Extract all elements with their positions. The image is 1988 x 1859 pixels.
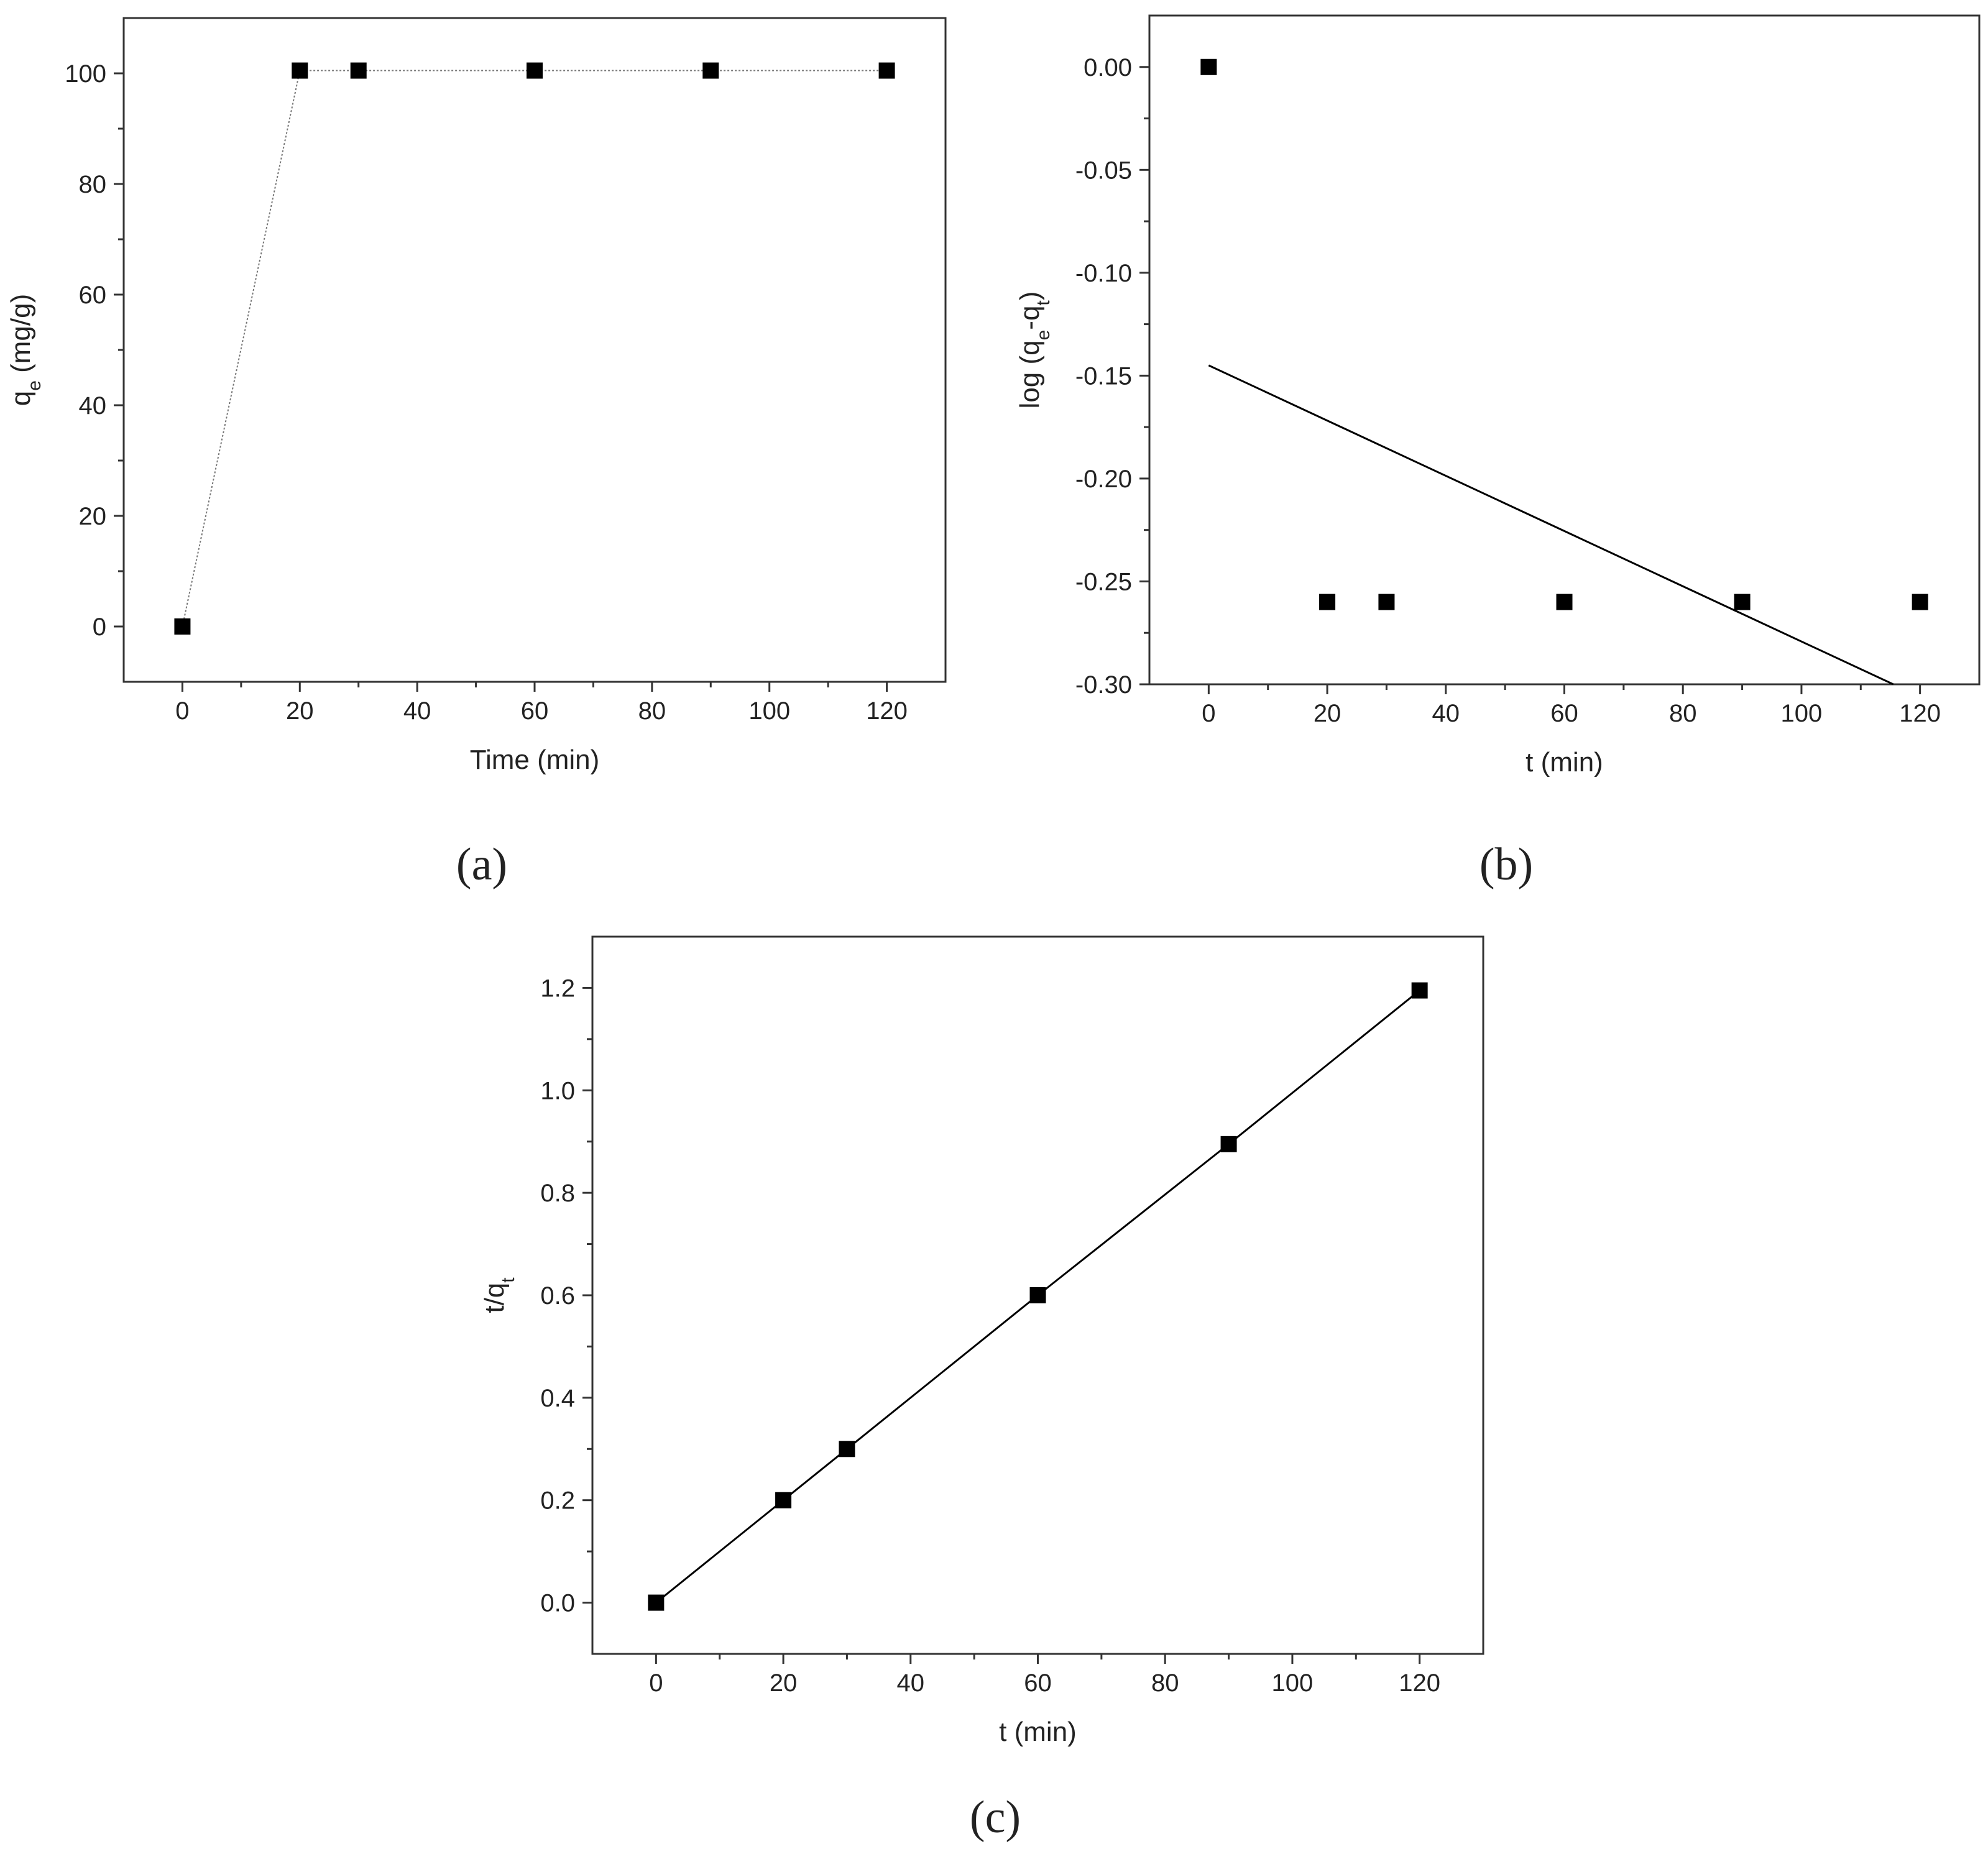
y-tick-label: -0.10 bbox=[1075, 260, 1132, 287]
y-tick-label: 0.2 bbox=[540, 1487, 575, 1515]
y-tick-label: -0.15 bbox=[1075, 362, 1132, 390]
marker bbox=[1378, 594, 1395, 610]
x-tick-label: 60 bbox=[1024, 1669, 1052, 1697]
y-tick-label: 20 bbox=[79, 503, 107, 530]
y-tick-label: -0.25 bbox=[1075, 568, 1132, 595]
x-tick-label: 80 bbox=[1151, 1669, 1179, 1697]
panel: 0 20 40 60 80 100 120 0.00 -0.05 -0.10 -0.15 -0.20 -… bbox=[1015, 14, 1981, 890]
y-axis-label-subscript: e bbox=[1033, 330, 1054, 341]
y-tick-label: 0.6 bbox=[540, 1282, 575, 1310]
x-tick-label: 0 bbox=[175, 697, 189, 725]
x-tick-label: 120 bbox=[1399, 1669, 1440, 1697]
y-axis-label-part: q bbox=[6, 391, 36, 406]
marker bbox=[1734, 594, 1751, 610]
y-axis-label: log (qe-qt) bbox=[1015, 291, 1054, 409]
marker bbox=[350, 62, 367, 79]
y-axis-label-part: -q bbox=[1015, 306, 1045, 330]
y-tick-label: 60 bbox=[79, 282, 107, 309]
marker bbox=[174, 618, 191, 635]
panel: 0 20 40 60 80 100 120 0 20 40 60 80 100 Time (min) qe … bbox=[6, 17, 947, 890]
marker bbox=[1220, 1136, 1237, 1152]
y-tick-label: 0.0 bbox=[540, 1590, 575, 1617]
marker bbox=[878, 62, 895, 79]
x-tick-label: 20 bbox=[1314, 700, 1341, 727]
y-axis-label-subscript: t bbox=[1033, 300, 1054, 306]
x-tick-label: 60 bbox=[521, 697, 549, 725]
marker bbox=[1912, 594, 1928, 610]
x-tick-label: 80 bbox=[1669, 700, 1697, 727]
x-tick-label: 100 bbox=[748, 697, 790, 725]
y-axis-label-subscript: e bbox=[24, 380, 45, 391]
series-line bbox=[182, 70, 887, 627]
panel-caption: (c) bbox=[970, 1792, 1021, 1843]
marker bbox=[702, 62, 719, 79]
y-tick-label: 80 bbox=[79, 171, 107, 198]
x-tick-label: 20 bbox=[286, 697, 314, 725]
marker bbox=[1200, 58, 1217, 75]
y-tick-label: -0.05 bbox=[1075, 157, 1132, 184]
marker bbox=[648, 1594, 665, 1611]
x-tick-label: 40 bbox=[897, 1669, 925, 1697]
y-axis-label-subscript: t bbox=[498, 1277, 518, 1283]
marker bbox=[1556, 594, 1573, 610]
panel-caption: (b) bbox=[1479, 839, 1533, 890]
y-tick-label: 0.00 bbox=[1084, 54, 1132, 81]
y-tick-label: 0.8 bbox=[540, 1180, 575, 1207]
marker bbox=[1029, 1287, 1046, 1303]
y-tick-label: 1.0 bbox=[540, 1077, 575, 1104]
y-axis-label-part: t/q bbox=[479, 1283, 510, 1313]
y-tick-label: 100 bbox=[65, 60, 106, 88]
x-tick-label: 0 bbox=[649, 1669, 663, 1697]
y-axis-label: qe (mg/g) bbox=[6, 294, 45, 406]
y-tick-label: 1.2 bbox=[540, 975, 575, 1002]
x-axis-label: Time (min) bbox=[470, 745, 600, 775]
y-tick-label: 0.4 bbox=[540, 1385, 575, 1412]
x-tick-label: 20 bbox=[770, 1669, 798, 1697]
y-tick-label: 0 bbox=[93, 613, 106, 641]
panel-caption: (a) bbox=[456, 839, 507, 890]
series-line bbox=[1208, 364, 1894, 686]
marker bbox=[1411, 982, 1428, 999]
marker bbox=[1319, 594, 1336, 610]
y-axis-label-part: ) bbox=[1015, 291, 1045, 301]
x-axis-label: t (min) bbox=[1526, 747, 1603, 778]
y-axis-label-part: log (q bbox=[1015, 340, 1045, 408]
x-tick-label: 100 bbox=[1272, 1669, 1314, 1697]
marker bbox=[775, 1492, 792, 1508]
x-tick-label: 40 bbox=[403, 697, 431, 725]
series-line bbox=[655, 989, 1420, 1604]
y-axis-label: t/qt bbox=[479, 1277, 518, 1313]
x-tick-label: 120 bbox=[1899, 700, 1941, 727]
x-tick-label: 60 bbox=[1550, 700, 1578, 727]
marker bbox=[292, 62, 308, 79]
marker bbox=[839, 1441, 855, 1457]
panel: 0 20 40 60 80 100 120 0.0 0.2 0.4 0.6 0.8 1.0 1.2 t (m… bbox=[479, 935, 1484, 1843]
x-tick-label: 100 bbox=[1781, 700, 1823, 727]
y-tick-label: -0.30 bbox=[1075, 671, 1132, 699]
x-tick-label: 120 bbox=[866, 697, 908, 725]
plot-frame bbox=[1148, 14, 1981, 686]
x-tick-label: 40 bbox=[1432, 700, 1460, 727]
x-axis-label: t (min) bbox=[999, 1717, 1077, 1747]
y-tick-label: 40 bbox=[79, 392, 107, 420]
x-tick-label: 0 bbox=[1202, 700, 1215, 727]
plot-frame bbox=[122, 17, 947, 683]
marker bbox=[527, 62, 543, 79]
x-tick-label: 80 bbox=[638, 697, 666, 725]
y-tick-label: -0.20 bbox=[1075, 466, 1132, 493]
y-axis-label-part: (mg/g) bbox=[6, 294, 36, 380]
